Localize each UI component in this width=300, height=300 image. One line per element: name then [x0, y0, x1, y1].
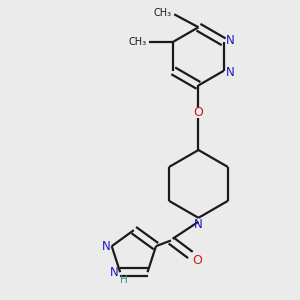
Text: N: N — [101, 240, 110, 253]
Text: CH₃: CH₃ — [128, 37, 146, 47]
Text: O: O — [194, 106, 203, 119]
Text: N: N — [226, 34, 235, 47]
Text: N: N — [110, 266, 119, 279]
Text: H: H — [119, 275, 127, 285]
Text: CH₃: CH₃ — [154, 8, 172, 18]
Text: N: N — [194, 218, 203, 232]
Text: N: N — [226, 66, 235, 79]
Text: O: O — [193, 254, 202, 267]
